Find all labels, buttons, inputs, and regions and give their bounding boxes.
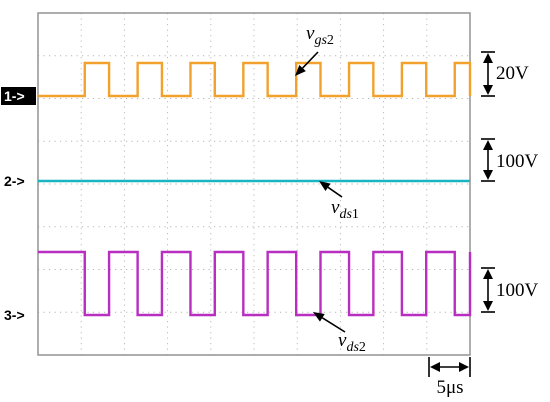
channel-marker-2: 2-> [4,173,25,189]
annotations: 20V 100V 100V vgs2 vds1 vds2 5μs [295,23,539,398]
trace-channel-1 [38,61,472,98]
pointer-arrow-channel-1 [295,51,319,76]
pointer-arrow-channel-3 [313,312,346,333]
channel-marker-label: 1-> [4,88,25,104]
time-division-label: 5μs [436,377,463,398]
grid [38,13,470,355]
channel-marker-3: 3-> [4,307,25,323]
pointer-arrow-channel-2 [319,181,343,198]
channel-marker-label: 3-> [4,307,25,323]
channel-marker-label: 2-> [4,173,25,189]
plot-frame [37,12,471,356]
time-division-marker [428,357,471,377]
scale-arrow-channel-2 [481,138,495,182]
traces [38,61,472,317]
channel-markers: 1-> 2-> 3-> [1,87,36,323]
signal-label-channel-2: vds1 [331,197,359,222]
scale-arrow-channel-1 [481,51,495,97]
scale-label-channel-3: 100V [496,280,539,301]
scale-label-channel-2: 100V [496,151,539,172]
signal-label-channel-3: vds2 [338,330,366,355]
trace-channel-3 [38,250,472,317]
scale-label-channel-1: 20V [496,63,529,84]
signal-label-channel-1: vgs2 [306,23,334,48]
channel-marker-box [1,87,36,105]
channel-marker-1: 1-> [1,87,36,105]
scale-arrow-channel-3 [481,267,495,313]
